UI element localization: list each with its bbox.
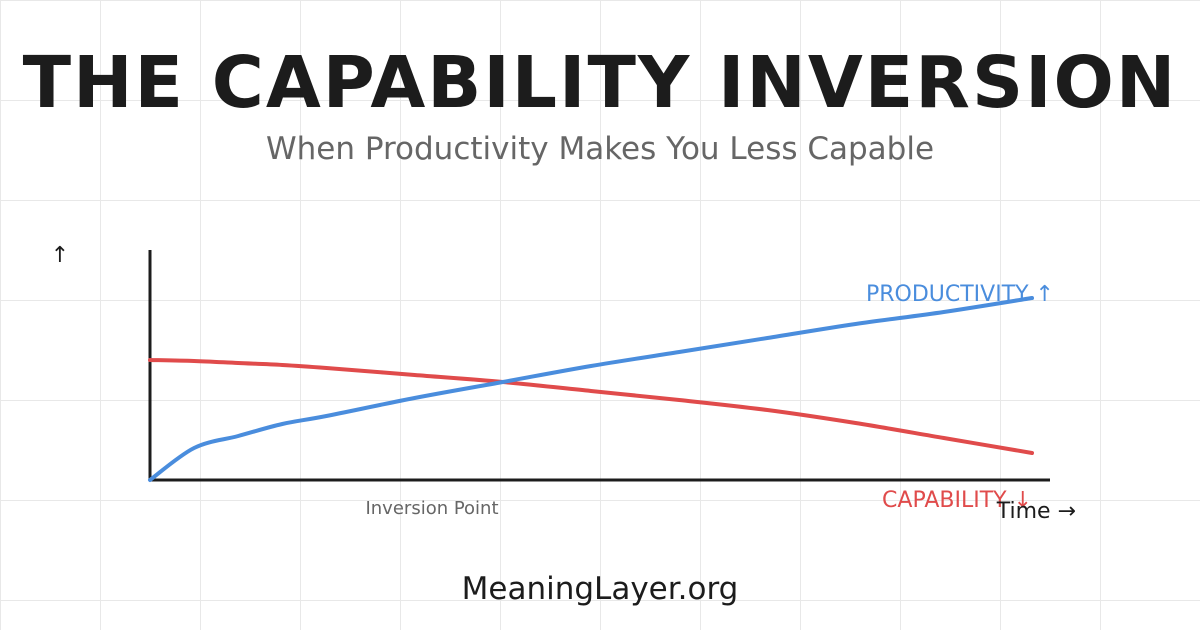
capability-series-label: CAPABILITY ↓ [882, 488, 1032, 513]
productivity-series-label: PRODUCTIVITY ↑ [866, 282, 1054, 307]
productivity-line [148, 296, 1034, 482]
site-footer: MeaningLayer.org [461, 571, 739, 607]
x-axis-label: Time → [996, 499, 1076, 524]
page-title: THE CAPABILITY INVERSION [22, 41, 1178, 124]
page-subtitle: When Productivity Makes You Less Capable [265, 131, 935, 167]
capability-line [148, 358, 1034, 455]
y-axis-arrow-label: ↑ [51, 243, 69, 268]
inversion-point-annotation: Inversion Point [365, 498, 498, 519]
